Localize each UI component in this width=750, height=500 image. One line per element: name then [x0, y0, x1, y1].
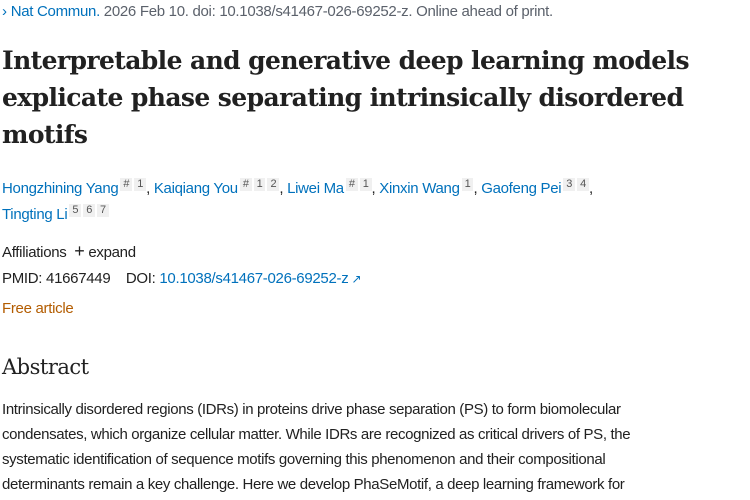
affiliation-ref[interactable]: 1 [359, 178, 372, 191]
abstract-line: determinants remain a key challenge. Her… [2, 476, 625, 493]
affiliation-ref[interactable]: # [345, 178, 358, 191]
affiliation-ref[interactable]: 4 [577, 178, 589, 191]
citation: › Nat Commun. 2026 Feb 10. doi: 10.1038/s… [2, 3, 553, 20]
affiliation-ref[interactable]: 6 [83, 204, 96, 217]
author-link[interactable]: Kaiqiang You [153, 180, 238, 197]
doi-link[interactable]: 10.1038/s41467-026-69252-z ↗ [159, 270, 361, 287]
identifiers-row: PMID: 41667449 DOI: 10.1038/s41467-026-6… [2, 270, 362, 287]
citation-details: 2026 Feb 10. doi: 10.1038/s41467-026-692… [99, 3, 553, 20]
pmid-label: PMID: [2, 270, 43, 287]
plus-icon: + [74, 241, 85, 261]
expand-label: expand [88, 244, 136, 261]
affiliations-label: Affiliations [2, 244, 67, 261]
author-list: Hongzhining Yang #1, Kaiqiang You #1 2, Liw… [2, 178, 593, 223]
affiliation-ref[interactable]: 2 [267, 178, 280, 191]
free-article-badge[interactable]: Free article [2, 300, 74, 317]
author: Hongzhining Yang #1 [2, 178, 147, 197]
affiliation-ref[interactable]: 1 [461, 178, 474, 191]
author: Kaiqiang You #1 2 [153, 178, 280, 197]
affiliation-ref[interactable]: 3 [563, 178, 576, 191]
author-link[interactable]: Tingting Li [2, 206, 68, 223]
journal-link[interactable]: Nat Commun. [10, 3, 101, 20]
author: Liwei Ma #1 [287, 178, 372, 197]
expand-button[interactable]: + expand [74, 241, 136, 261]
affiliation-ref[interactable]: # [239, 178, 252, 191]
article-title: Interpretable and generative deep learni… [2, 46, 690, 149]
author-link[interactable]: Xinxin Wang [379, 180, 460, 197]
doi-value: 10.1038/s41467-026-69252-z [159, 270, 349, 287]
abstract-line: condensates, which organize cellular mat… [2, 426, 631, 443]
author-link[interactable]: Liwei Ma [287, 180, 344, 197]
external-link-icon: ↗ [348, 272, 362, 286]
chevron-right-icon[interactable]: › [2, 3, 7, 20]
affiliation-ref[interactable]: 5 [69, 204, 82, 217]
pmid-value: 41667449 [46, 270, 111, 287]
abstract-line: Intrinsically disordered regions (IDRs) … [2, 401, 621, 418]
abstract-text: Intrinsically disordered regions (IDRs) … [2, 397, 631, 497]
abstract-line: systematic identification of sequence mo… [2, 451, 606, 468]
doi-label: DOI: [125, 270, 156, 287]
abstract-heading: Abstract [2, 355, 89, 379]
author: Gaofeng Pei 3 4 [481, 178, 589, 197]
affiliation-ref[interactable]: 1 [134, 178, 147, 191]
affiliation-ref[interactable]: 7 [97, 204, 109, 217]
author: Xinxin Wang 1 [379, 178, 474, 197]
affiliation-ref[interactable]: 1 [253, 178, 266, 191]
author-link[interactable]: Hongzhining Yang [2, 180, 119, 197]
author: Tingting Li 5 6 7 [2, 204, 109, 223]
affiliations-row: Affiliations + expand [2, 241, 136, 262]
author-link[interactable]: Gaofeng Pei [481, 180, 562, 197]
affiliation-ref[interactable]: # [120, 178, 133, 191]
